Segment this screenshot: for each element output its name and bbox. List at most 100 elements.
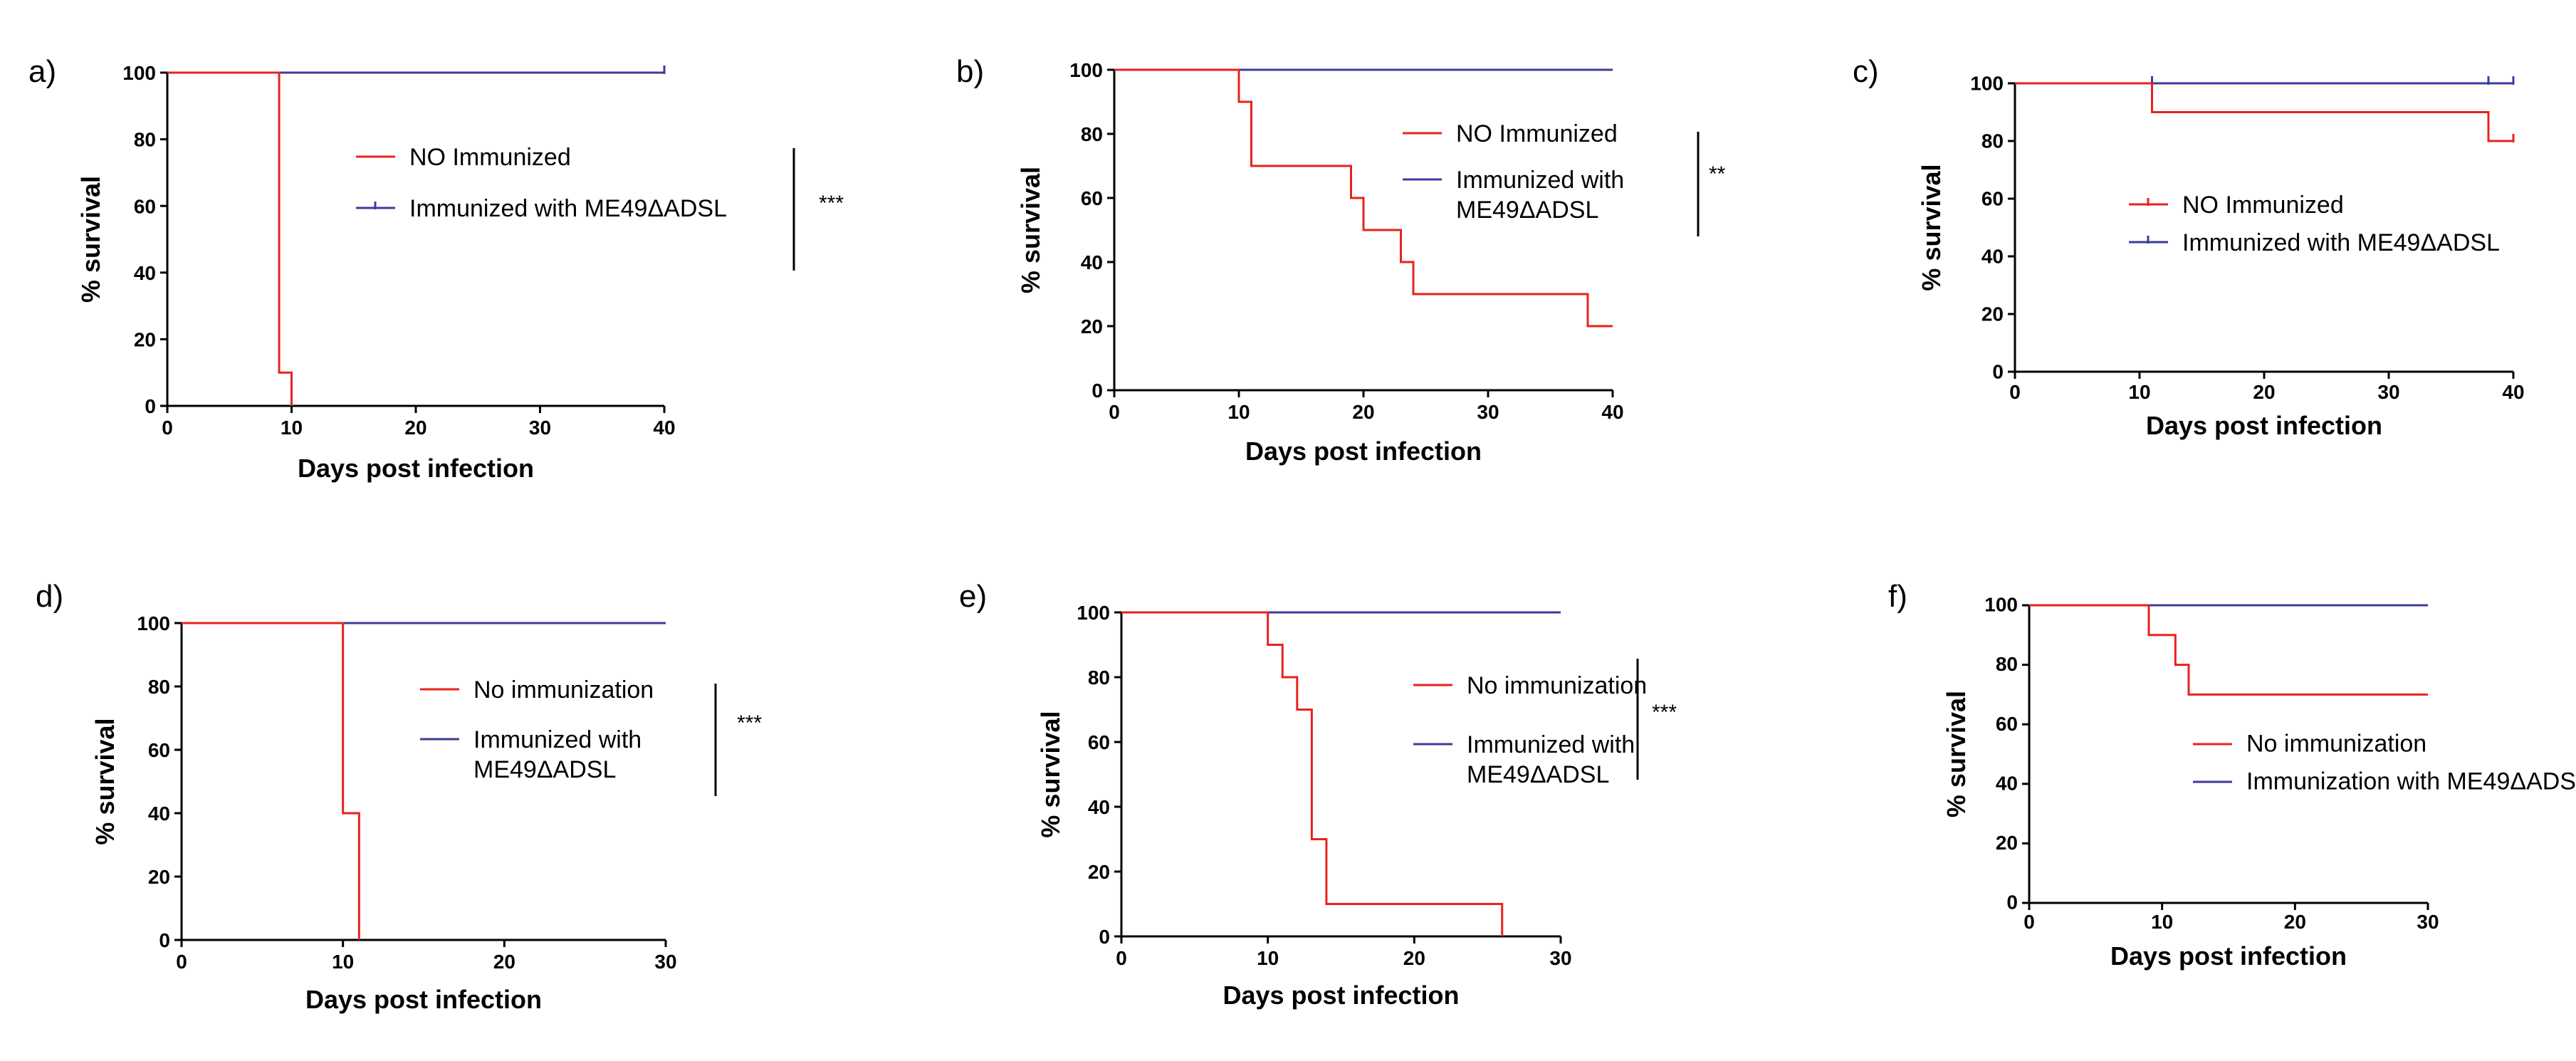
x-tick-label: 0 [176,951,187,973]
x-tick-label: 10 [2151,911,2173,933]
legend-label: Immunized with ME49ΔADSL [409,195,727,222]
significance-label: *** [737,711,762,735]
y-tick-label: 0 [159,929,170,951]
legend-label: Immunization with ME49ΔADSL [2246,768,2576,795]
y-tick-label: 60 [1081,187,1103,209]
legend-label: Immunized with ME49ΔADSL [1467,731,1635,788]
x-tick-label: 40 [1601,401,1623,423]
y-tick-label: 80 [1081,123,1103,145]
x-tick-label: 20 [404,417,426,439]
y-tick-label: 40 [1081,251,1103,273]
legend: NO Immunized Immunized with ME49ΔADSL [1403,120,1624,224]
panel-label: d) [36,579,63,614]
y-tick-label: 20 [148,866,170,888]
x-tick-label: 0 [2009,381,2021,403]
y-axis-title: % survival [76,176,105,303]
x-tick-label: 10 [332,951,354,973]
y-tick-label: 100 [1069,59,1103,81]
x-tick-label: 0 [162,417,173,439]
y-tick-label: 60 [1996,713,2018,735]
legend-label: Immunized with ME49ΔADSL [2182,229,2500,256]
legend: NO Immunized Immunized with ME49ΔADSL [356,144,727,222]
x-tick-label: 10 [1227,401,1250,423]
y-tick-label: 40 [1981,245,2004,267]
x-axis-title: Days post infection [2146,411,2382,440]
y-tick-label: 20 [1996,832,2018,854]
y-tick-label: 100 [1970,72,2004,94]
y-tick-label: 20 [134,328,156,350]
x-tick-label: 30 [654,951,676,973]
x-tick-label: 10 [2128,381,2150,403]
panel-b: b) 0 10 20 30 40 0 20 40 60 80 100 Days post infecti… [956,54,1726,466]
y-tick-label: 40 [134,262,156,284]
y-tick-label: 0 [1091,380,1103,402]
y-tick-label: 20 [1981,303,2004,325]
legend-label: NO Immunized [2182,192,2344,219]
panel-label: c) [1853,54,1879,89]
x-tick-label: 10 [281,417,303,439]
y-axis-title: % survival [90,718,120,845]
y-tick-label: 20 [1088,861,1110,883]
survival-curve [2015,82,2513,142]
significance-label: *** [819,192,844,215]
y-tick-label: 0 [2006,892,2018,914]
y-tick-label: 80 [134,129,156,151]
x-tick-label: 20 [493,951,515,973]
y-tick-label: 60 [148,739,170,761]
legend-label: No immunization [473,676,654,704]
survival-curve [182,622,360,940]
y-tick-label: 60 [1981,187,2004,209]
significance-label: ** [1709,162,1726,186]
y-tick-label: 40 [1088,796,1110,818]
y-tick-label: 40 [1996,772,2018,794]
x-tick-label: 30 [2377,381,2399,403]
legend-label: Immunized with ME49ΔADSL [473,726,642,783]
survival-curve [167,71,293,406]
y-tick-label: 80 [1996,653,2018,675]
y-axis-title: % survival [1036,711,1065,837]
y-tick-label: 80 [1981,130,2004,152]
x-tick-label: 0 [1109,401,1120,423]
x-tick-label: 40 [2502,381,2524,403]
panel-f: f) 0 10 20 30 0 20 40 60 80 100 Days post infection… [1888,579,2576,971]
survival-curve [1114,68,1613,328]
y-axis-title: % survival [1016,167,1045,293]
y-axis-title: % survival [1917,164,1946,291]
legend-label: No immunization [1467,672,1647,699]
legend: No immunization Immunized with ME49ΔADSL [1413,672,1647,788]
y-tick-label: 100 [1984,594,2018,616]
x-tick-label: 40 [653,417,675,439]
panel-e: e) 0 10 20 30 0 20 40 60 80 100 Days post infection… [959,579,1677,1010]
x-tick-label: 0 [2023,911,2035,933]
panel-d: d) 0 10 20 30 0 20 40 60 80 100 Days post infection… [36,579,762,1014]
x-tick-label: 30 [529,417,551,439]
significance-label: *** [1652,701,1677,724]
panel-label: e) [959,579,987,614]
y-tick-label: 0 [145,395,156,417]
x-tick-label: 20 [1403,947,1425,969]
legend-label: Immunized with ME49ΔADSL [1456,167,1624,224]
y-tick-label: 80 [1088,667,1110,689]
y-tick-label: 100 [122,62,156,84]
y-tick-label: 0 [1099,926,1110,948]
panel-label: b) [956,54,984,89]
y-tick-label: 40 [148,803,170,825]
panel-a: a) 0 10 20 30 40 0 20 40 60 80 100 Days post infecti… [28,54,844,483]
y-tick-label: 80 [148,676,170,698]
panel-c: c) 0 10 20 30 40 0 20 40 60 80 100 Days post infecti… [1853,54,2525,440]
x-axis-title: Days post infection [298,454,534,483]
x-tick-label: 20 [2253,381,2275,403]
x-tick-label: 30 [2417,911,2439,933]
x-axis-title: Days post infection [2110,941,2347,971]
legend-label: No immunization [2246,731,2426,758]
legend: No immunization Immunized with ME49ΔADSL [420,676,654,783]
y-tick-label: 100 [1077,602,1110,624]
x-tick-label: 10 [1257,947,1279,969]
legend: No immunization Immunization with ME49ΔAD… [2193,731,2576,795]
y-tick-label: 100 [137,612,170,634]
panel-label: a) [28,54,56,89]
survival-curve [1121,611,1504,936]
panel-label: f) [1888,579,1907,614]
y-tick-label: 20 [1081,315,1103,338]
